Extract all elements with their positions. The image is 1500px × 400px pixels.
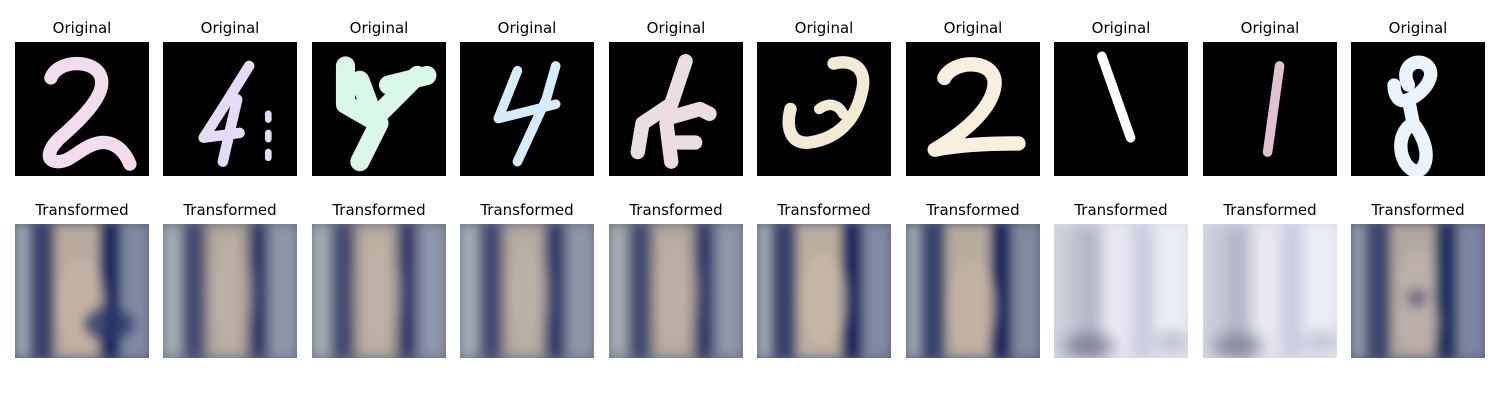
original-image-2: [163, 42, 297, 176]
original-title-4: Original: [497, 19, 557, 37]
digit-4-image: [163, 42, 297, 176]
digit-2-image: [906, 42, 1040, 176]
original-title-6: Original: [794, 19, 854, 37]
digit-1-image: [1203, 42, 1337, 176]
digit-8-image: [1351, 42, 1485, 176]
transformed-image-10: [1351, 224, 1485, 358]
original-title-2: Original: [200, 19, 260, 37]
transformed-title-8: Transformed: [1074, 201, 1168, 219]
original-title-5: Original: [646, 19, 706, 37]
transformed-title-4: Transformed: [480, 201, 574, 219]
original-title-9: Original: [1240, 19, 1300, 37]
original-image-9: [1203, 42, 1337, 176]
original-image-7: [906, 42, 1040, 176]
transformed-title-2: Transformed: [183, 201, 277, 219]
transformed-image-5: [609, 224, 743, 358]
digit-1-image: [1054, 42, 1188, 176]
transformed-title-1: Transformed: [35, 201, 129, 219]
original-image-4: [460, 42, 594, 176]
digit-2-image: [15, 42, 149, 176]
original-image-3: [312, 42, 446, 176]
original-title-3: Original: [349, 19, 409, 37]
transformed-title-10: Transformed: [1371, 201, 1465, 219]
original-title-10: Original: [1388, 19, 1448, 37]
original-title-7: Original: [943, 19, 1003, 37]
transformed-title-5: Transformed: [629, 201, 723, 219]
transformed-image-3: [312, 224, 446, 358]
transformed-image-9: [1203, 224, 1337, 358]
transformed-title-6: Transformed: [777, 201, 871, 219]
original-title-1: Original: [52, 19, 112, 37]
transformed-title-9: Transformed: [1223, 201, 1317, 219]
transformed-image-8: [1054, 224, 1188, 358]
original-image-8: [1054, 42, 1188, 176]
transformed-image-7: [906, 224, 1040, 358]
transformed-image-2: [163, 224, 297, 358]
digit-4-image: [312, 42, 446, 176]
original-image-1: [15, 42, 149, 176]
digit-4-image: [460, 42, 594, 176]
transformed-image-4: [460, 224, 594, 358]
original-image-6: [757, 42, 891, 176]
transformed-title-7: Transformed: [926, 201, 1020, 219]
transformed-image-1: [15, 224, 149, 358]
original-title-8: Original: [1091, 19, 1151, 37]
original-image-5: [609, 42, 743, 176]
transformed-title-3: Transformed: [332, 201, 426, 219]
transformed-image-6: [757, 224, 891, 358]
digit-4-image: [609, 42, 743, 176]
original-image-10: [1351, 42, 1485, 176]
digit-2-image: [757, 42, 891, 176]
